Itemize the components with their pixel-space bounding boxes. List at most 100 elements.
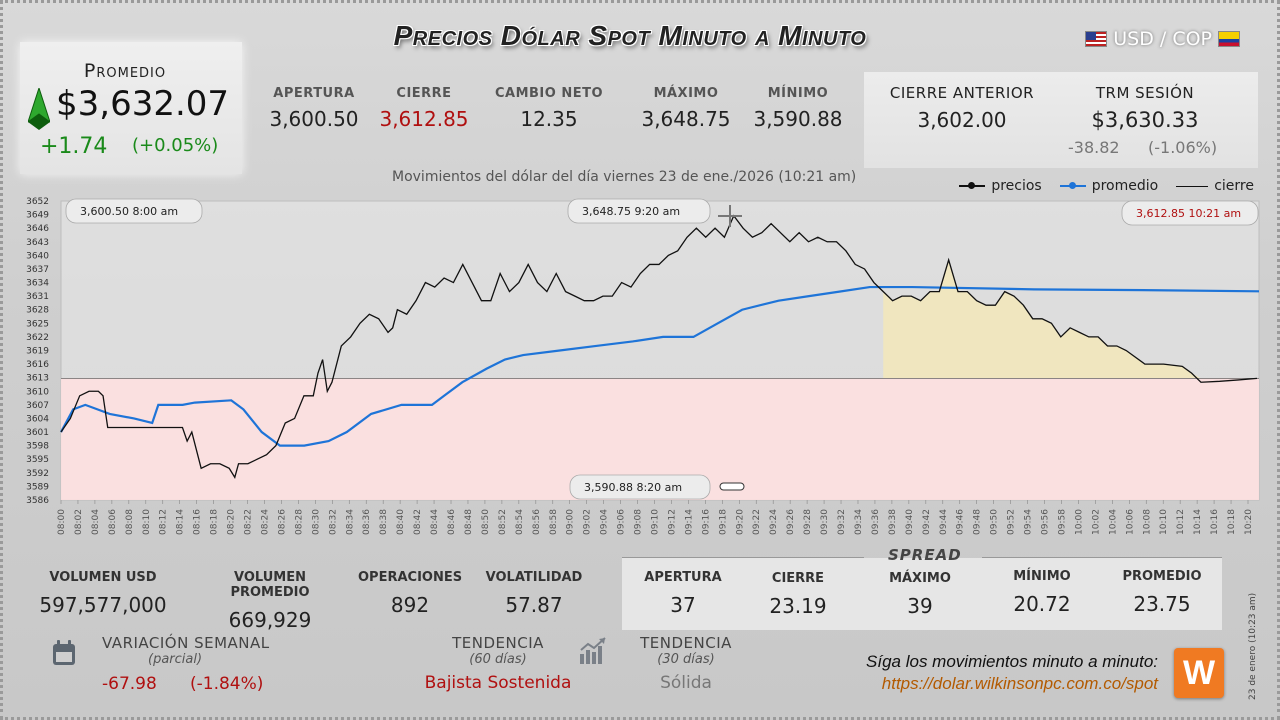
trm-change-pct: (-1.06%) [1148,138,1218,157]
x-tick-label: 08:22 [244,509,254,535]
x-tick-label: 08:50 [481,509,491,535]
spread-minimo-label: MÍNIMO [1013,569,1071,584]
close-annotation-value: 3,612.85 10:21 am [1136,207,1241,220]
y-tick-label: 3589 [26,482,49,492]
x-tick-label: 08:08 [125,509,135,535]
max-annotation-box [567,198,711,224]
x-tick-label: 09:48 [973,509,983,535]
x-tick-label: 09:10 [651,509,661,535]
stat-minimo: MÍNIMO 3,590.88 [746,86,850,131]
trm-value: $3,630.33 [1091,108,1199,132]
spread-rule-left [622,557,864,558]
cierre-anterior-value: 3,602.00 [917,108,1007,132]
volumen-promedio: VOLUMEN PROMEDIO 669,929 [194,570,346,632]
x-tick-label: 09:08 [634,509,644,535]
volumen-promedio-value: 669,929 [228,608,312,632]
x-tick-label: 09:30 [820,509,830,535]
spread-apertura-value: 37 [670,593,696,617]
x-tick-label: 09:38 [888,509,898,535]
operaciones-value: 892 [390,593,430,617]
trm-change: -38.82 [1068,138,1120,157]
previous-close-panel: CIERRE ANTERIOR 3,602.00 TRM SESIÓN $3,6… [864,72,1258,168]
x-tick-label: 09:46 [956,509,966,535]
cierre-anterior-label: CIERRE ANTERIOR [889,84,1035,102]
currency-pair: USD / COP [1085,28,1240,50]
spread-minimo: MÍNIMO 20.72 [994,569,1090,616]
x-tick-label: 09:42 [922,509,932,535]
us-flag-icon [1085,31,1108,47]
stat-cierre-value: 3,612.85 [379,107,469,131]
wilkinson-logo[interactable]: W [1174,648,1224,698]
x-tick-label: 09:14 [684,509,694,535]
spread-maximo: MÁXIMO 39 [872,570,968,618]
x-tick-label: 09:36 [871,509,881,535]
chart-subtitle: Movimientos del dólar del día viernes 23… [392,169,857,185]
x-tick-label: 08:14 [176,509,186,535]
legend-precios-label: precios [991,178,1042,194]
y-tick-label: 3613 [26,374,49,384]
x-tick-label: 09:28 [803,509,813,535]
stat-cambio-neto-value: 12.35 [520,107,578,131]
min-annotation-box [569,474,711,500]
legend-promedio: promedio [1059,178,1158,194]
y-tick-label: 3643 [26,238,49,248]
promedio-series-line [60,285,1260,447]
y-tick-label: 3640 [26,251,49,261]
spread-promedio-label: PROMEDIO [1122,569,1202,584]
tendencia-60: TENDENCIA (60 días) Bajista Sostenida [420,634,576,693]
volatilidad: VOLATILIDAD 57.87 [480,570,588,617]
variacion-semanal-value: -67.98 [102,674,157,694]
x-tick-label: 10:16 [1210,509,1220,535]
y-tick-label: 3592 [26,469,49,479]
x-tick-label: 09:22 [752,509,762,535]
spread-promedio-value: 23.75 [1133,592,1191,616]
spread-minimo-value: 20.72 [1013,592,1071,616]
x-tick-label: 08:02 [74,509,84,535]
x-tick-label: 08:26 [277,509,287,535]
stat-maximo: MÁXIMO 3,648.75 [634,86,738,131]
x-tick-label: 08:56 [532,509,542,535]
x-tick-label: 09:18 [718,509,728,535]
x-tick-label: 09:20 [735,509,745,535]
x-tick-label: 08:18 [210,509,220,535]
x-tick-label: 08:34 [345,509,355,535]
stat-maximo-label: MÁXIMO [653,86,719,101]
min-annotation-value: 3,590.88 8:20 am [584,481,682,494]
volumen-usd: VOLUMEN USD 597,577,000 [30,570,176,617]
x-tick-label: 09:32 [837,509,847,535]
stat-maximo-value: 3,648.75 [641,107,731,131]
x-tick-label: 09:02 [583,509,593,535]
stat-apertura-value: 3,600.50 [269,107,359,131]
follow-block: Síga los movimientos minuto a minuto: ht… [866,652,1158,694]
variacion-semanal-pct: (-1.84%) [190,674,264,694]
max-annotation-value: 3,648.75 9:20 am [582,205,680,218]
legend-precios: precios [959,178,1042,194]
x-tick-label: 10:08 [1142,509,1152,535]
tendencia-30-label: TENDENCIA [640,634,732,652]
y-tick-label: 3598 [26,442,49,452]
spread-maximo-label: MÁXIMO [889,571,951,586]
x-tick-label: 08:10 [142,509,152,535]
volumen-usd-value: 597,577,000 [39,593,167,617]
x-tick-label: 08:42 [413,509,423,535]
price-chart[interactable]: 3586 3589 3592 3595 3598 3601 3604 3607 3610 3613… [0,195,1280,555]
volatilidad-label: VOLATILIDAD [485,570,583,585]
follow-text: Síga los movimientos minuto a minuto: [866,652,1158,671]
site-link[interactable]: https://dolar.wilkinsonpc.com.co/spot [881,674,1158,693]
stat-cierre-anterior: CIERRE ANTERIOR 3,602.00 [880,84,1044,132]
stat-apertura-label: APERTURA [273,86,355,101]
x-tick-label: 08:52 [498,509,508,535]
x-tick-label: 08:12 [159,509,169,535]
x-tick-label: 08:00 [57,509,67,535]
y-tick-label: 3634 [26,279,49,289]
above-close-fill [883,259,1257,379]
colombia-flag-icon [1218,31,1240,47]
y-tick-label: 3646 [26,224,49,234]
y-tick-label: 3595 [26,455,49,465]
spread-cierre-value: 23.19 [769,594,827,618]
trm-label: TRM SESIÓN [1095,84,1195,102]
y-tick-label: 3652 [26,197,49,207]
stat-minimo-label: MÍNIMO [767,86,829,101]
y-tick-label: 3586 [26,496,49,506]
x-tick-label: 09:50 [990,509,1000,535]
